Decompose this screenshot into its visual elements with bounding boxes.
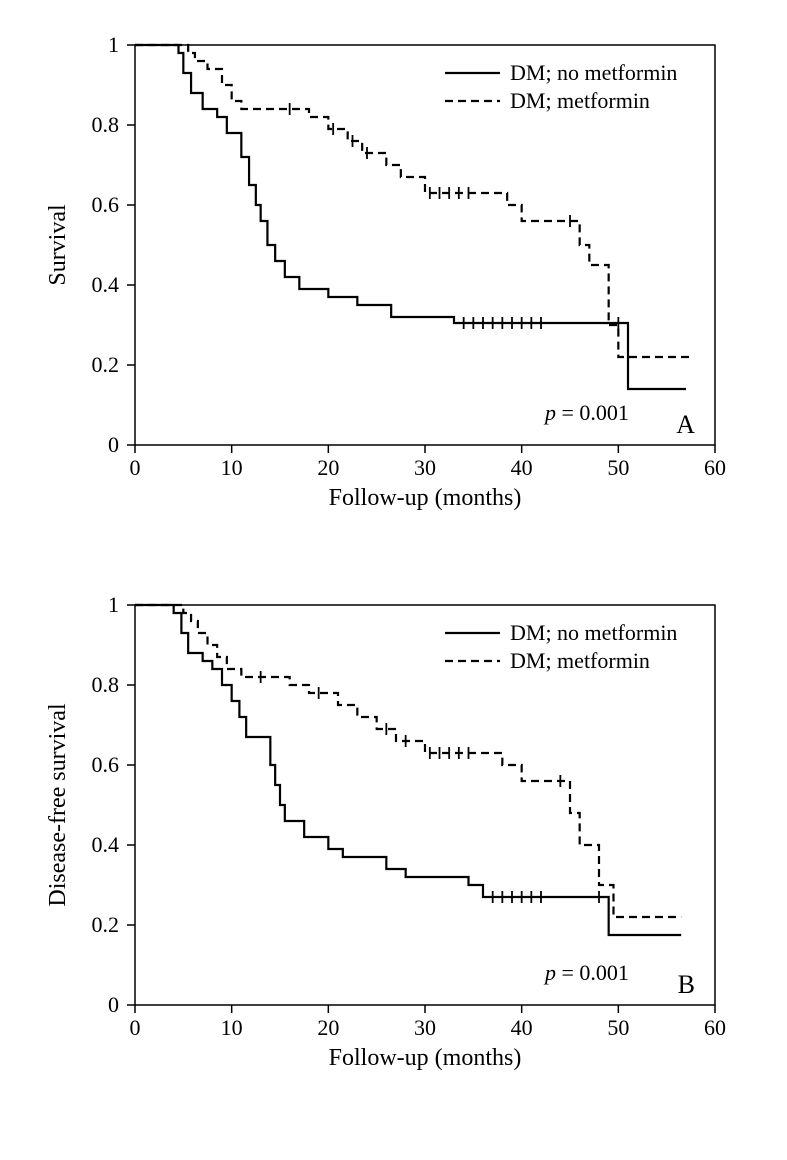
y-tick-label: 0.4 xyxy=(92,832,120,857)
y-tick-label: 0.2 xyxy=(92,352,120,377)
km-figure: 010203040506000.20.40.60.81Follow-up (mo… xyxy=(20,20,767,1100)
y-tick-label: 1 xyxy=(108,32,119,57)
x-tick-label: 30 xyxy=(414,1015,436,1040)
x-axis-label: Follow-up (months) xyxy=(329,485,522,511)
panel-letter: B xyxy=(678,970,695,999)
y-axis-label: Disease-free survival xyxy=(45,703,71,907)
x-tick-label: 10 xyxy=(221,455,243,480)
x-tick-label: 40 xyxy=(511,1015,533,1040)
y-tick-label: 1 xyxy=(108,592,119,617)
y-tick-label: 0.4 xyxy=(92,272,120,297)
p-value-text: p = 0.001 xyxy=(543,960,629,985)
x-tick-label: 60 xyxy=(704,1015,726,1040)
y-tick-label: 0 xyxy=(108,432,119,457)
x-tick-label: 0 xyxy=(130,1015,141,1040)
x-tick-label: 40 xyxy=(511,455,533,480)
legend-label: DM; no metformin xyxy=(510,620,677,645)
y-tick-label: 0 xyxy=(108,992,119,1017)
legend-label: DM; metformin xyxy=(510,88,650,113)
y-axis-label: Survival xyxy=(45,204,71,286)
legend-label: DM; metformin xyxy=(510,648,650,673)
y-tick-label: 0.6 xyxy=(92,752,120,777)
y-tick-label: 0.2 xyxy=(92,912,120,937)
x-tick-label: 20 xyxy=(317,455,339,480)
x-tick-label: 50 xyxy=(607,455,629,480)
chart-svg-b: 0 10 20 30 40 50 60 0 0.2 0.4 0.6 0.8 1 Follow-up (mo… xyxy=(20,580,767,1100)
p-value-text: p = 0.001 xyxy=(543,400,629,425)
panel-a: 0 10 20 30 40 50 60 0 0.2 0.4 0.6 0.8 1 Follow-up (mo… xyxy=(20,20,767,540)
x-tick-label: 50 xyxy=(607,1015,629,1040)
y-tick-label: 0.8 xyxy=(92,672,120,697)
y-tick-label: 0.8 xyxy=(92,112,120,137)
legend-label: DM; no metformin xyxy=(510,60,677,85)
x-tick-label: 30 xyxy=(414,455,436,480)
chart-svg-a: 0 10 20 30 40 50 60 0 0.2 0.4 0.6 0.8 1 Follow-up (mo… xyxy=(20,20,767,540)
x-tick-label: 10 xyxy=(221,1015,243,1040)
panel-b: 0 10 20 30 40 50 60 0 0.2 0.4 0.6 0.8 1 Follow-up (mo… xyxy=(20,580,767,1100)
x-tick-label: 0 xyxy=(130,455,141,480)
x-axis-label: Follow-up (months) xyxy=(329,1045,522,1071)
x-tick-label: 60 xyxy=(704,455,726,480)
panel-letter: A xyxy=(676,410,695,439)
x-tick-label: 20 xyxy=(317,1015,339,1040)
y-tick-label: 0.6 xyxy=(92,192,120,217)
